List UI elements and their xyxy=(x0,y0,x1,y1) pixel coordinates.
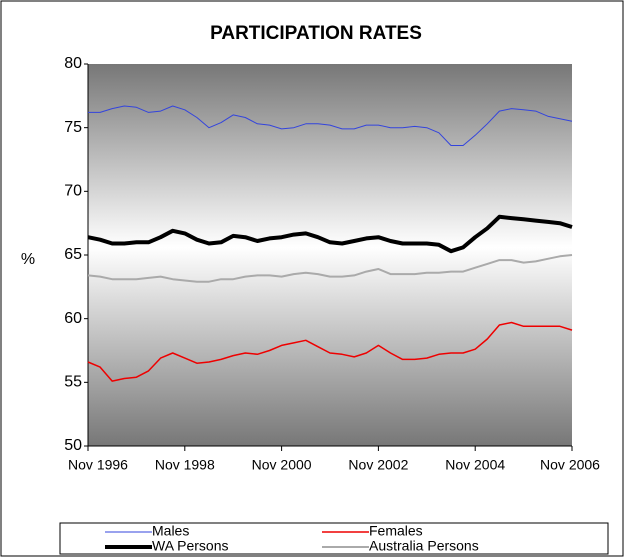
series-line xyxy=(87,214,573,254)
x-tick-label: Nov 2002 xyxy=(348,457,408,473)
y-axis-label: % xyxy=(21,251,35,268)
y-tick-label: 65 xyxy=(64,246,82,263)
series-line xyxy=(87,254,573,283)
y-tick-label: 75 xyxy=(64,119,82,136)
plot-area xyxy=(88,64,572,446)
legend-label: Australia Persons xyxy=(369,538,479,554)
legend-label: WA Persons xyxy=(152,538,229,554)
y-tick-label: 60 xyxy=(64,310,82,327)
y-tick-label: 55 xyxy=(64,374,82,391)
x-tick-label: Nov 1996 xyxy=(68,457,128,473)
y-tick-label: 80 xyxy=(64,55,82,72)
x-tick-label: Nov 2006 xyxy=(540,457,600,473)
legend xyxy=(59,522,609,555)
x-tick-label: Nov 2000 xyxy=(252,457,312,473)
legend-label: Males xyxy=(152,523,189,539)
y-tick-label: 70 xyxy=(64,183,82,200)
series-line xyxy=(87,321,573,382)
legend-label: Females xyxy=(369,523,423,539)
series-line xyxy=(88,105,573,146)
y-tick-label: 50 xyxy=(64,437,82,454)
x-tick-label: Nov 2004 xyxy=(445,457,505,473)
chart-title: PARTICIPATION RATES xyxy=(210,23,422,44)
x-tick-label: Nov 1998 xyxy=(155,457,215,473)
